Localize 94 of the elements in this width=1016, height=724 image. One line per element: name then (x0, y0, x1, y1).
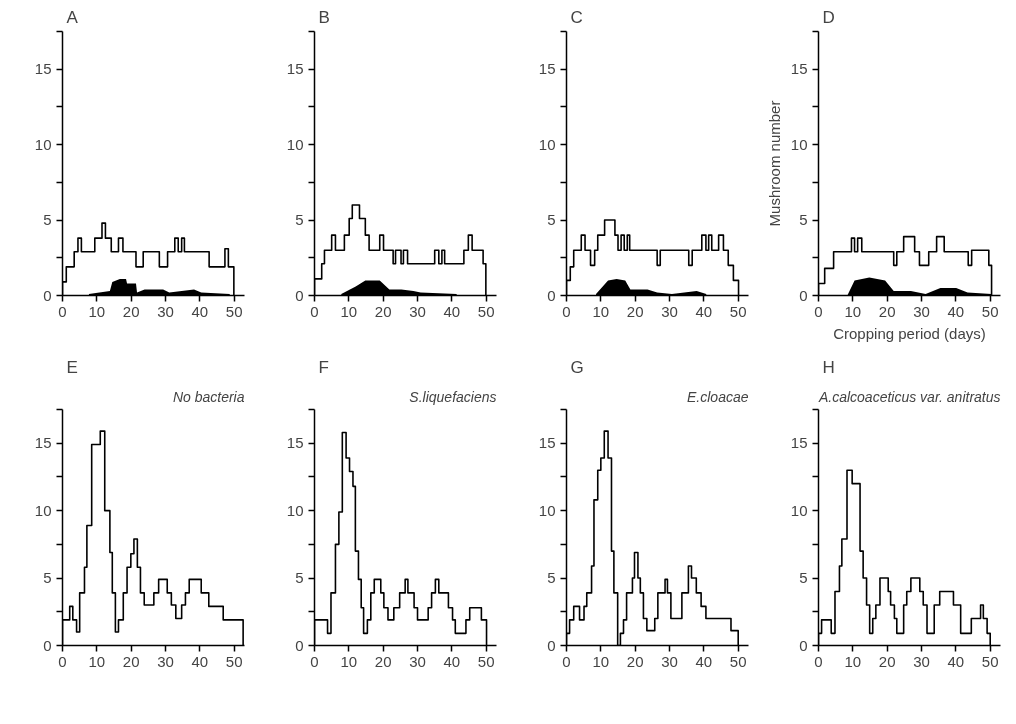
x-tick-label: 0 (58, 652, 67, 670)
chart-title: H (822, 357, 835, 377)
chart-subtitle: S.liquefaciens (409, 388, 497, 405)
y-tick-label: 15 (538, 60, 556, 78)
x-tick-label: 50 (729, 652, 747, 670)
y-tick-label: 0 (295, 636, 304, 654)
x-tick-label: 10 (340, 302, 358, 320)
x-tick-label: 10 (592, 652, 610, 670)
x-tick-label: 20 (626, 652, 644, 670)
chart-subtitle: No bacteria (172, 388, 245, 405)
x-tick-label: 40 (695, 302, 713, 320)
y-tick-label: 10 (34, 135, 52, 153)
chart-title: A (66, 7, 79, 27)
x-tick-label: 40 (695, 652, 713, 670)
x-tick-label: 20 (878, 652, 896, 670)
y-tick-label: 0 (799, 286, 808, 304)
y-tick-label: 10 (790, 501, 808, 519)
y-tick-label: 0 (43, 636, 52, 654)
x-tick-label: 20 (122, 302, 140, 320)
x-tick-label: 20 (878, 302, 896, 320)
x-tick-label: 30 (157, 652, 174, 670)
x-tick-label: 10 (88, 652, 106, 670)
x-tick-label: 40 (947, 652, 965, 670)
x-tick-label: 50 (225, 652, 243, 670)
y-tick-label: 10 (34, 501, 52, 519)
x-axis-title: Cropping period (days) (833, 324, 986, 342)
x-tick-label: 20 (122, 652, 140, 670)
x-tick-label: 0 (310, 652, 319, 670)
y-axis-title: Mushroom number (765, 100, 783, 227)
x-tick-label: 50 (477, 302, 495, 320)
x-tick-label: 50 (225, 302, 243, 320)
x-tick-label: 40 (443, 302, 461, 320)
x-tick-label: 30 (157, 302, 174, 320)
x-tick-label: 40 (443, 652, 461, 670)
x-tick-label: 30 (409, 652, 426, 670)
x-tick-label: 30 (661, 302, 678, 320)
x-tick-label: 30 (913, 302, 930, 320)
y-tick-label: 0 (799, 636, 808, 654)
chart-title: C (570, 7, 583, 27)
x-tick-label: 0 (562, 302, 571, 320)
chart-title: G (570, 357, 584, 377)
y-tick-label: 15 (34, 60, 52, 78)
x-tick-label: 10 (88, 302, 106, 320)
x-tick-label: 0 (310, 302, 319, 320)
chart-title: F (318, 357, 329, 377)
y-tick-label: 10 (790, 135, 808, 153)
y-tick-label: 5 (295, 211, 304, 229)
x-tick-label: 40 (191, 652, 209, 670)
x-tick-label: 20 (626, 302, 644, 320)
y-tick-label: 5 (799, 211, 808, 229)
y-tick-label: 15 (790, 434, 808, 452)
y-tick-label: 10 (538, 501, 556, 519)
y-tick-label: 5 (547, 211, 556, 229)
x-tick-label: 50 (981, 652, 999, 670)
y-tick-label: 10 (286, 501, 304, 519)
x-tick-label: 20 (374, 302, 392, 320)
x-tick-label: 0 (562, 652, 571, 670)
chart-subtitle: A.calcoaceticus var. anitratus (817, 388, 1001, 405)
x-tick-label: 10 (340, 652, 358, 670)
y-tick-label: 5 (43, 569, 52, 587)
y-tick-label: 0 (547, 636, 556, 654)
y-tick-label: 0 (295, 286, 304, 304)
x-tick-label: 0 (814, 652, 823, 670)
x-tick-label: 0 (58, 302, 67, 320)
x-tick-label: 30 (913, 652, 930, 670)
y-tick-label: 15 (286, 60, 304, 78)
x-tick-label: 10 (592, 302, 610, 320)
x-tick-label: 0 (814, 302, 823, 320)
y-tick-label: 5 (547, 569, 556, 587)
y-tick-label: 0 (547, 286, 556, 304)
y-tick-label: 0 (43, 286, 52, 304)
x-tick-label: 50 (981, 302, 999, 320)
x-tick-label: 50 (729, 302, 747, 320)
x-tick-label: 50 (477, 652, 495, 670)
y-tick-label: 5 (799, 569, 808, 587)
chart-title: D (822, 7, 835, 27)
y-tick-label: 15 (286, 434, 304, 452)
chart-title: E (66, 357, 78, 377)
x-tick-label: 30 (661, 652, 678, 670)
x-tick-label: 10 (844, 302, 862, 320)
x-tick-label: 20 (374, 652, 392, 670)
y-tick-label: 10 (538, 135, 556, 153)
x-tick-label: 40 (947, 302, 965, 320)
y-tick-label: 5 (43, 211, 52, 229)
chart-title: B (318, 7, 330, 27)
y-tick-label: 10 (286, 135, 304, 153)
y-tick-label: 5 (295, 569, 304, 587)
y-tick-label: 15 (538, 434, 556, 452)
x-tick-label: 10 (844, 652, 862, 670)
chart-subtitle: E.cloacae (687, 388, 749, 405)
y-tick-label: 15 (34, 434, 52, 452)
x-tick-label: 30 (409, 302, 426, 320)
x-tick-label: 40 (191, 302, 209, 320)
y-tick-label: 15 (790, 60, 808, 78)
